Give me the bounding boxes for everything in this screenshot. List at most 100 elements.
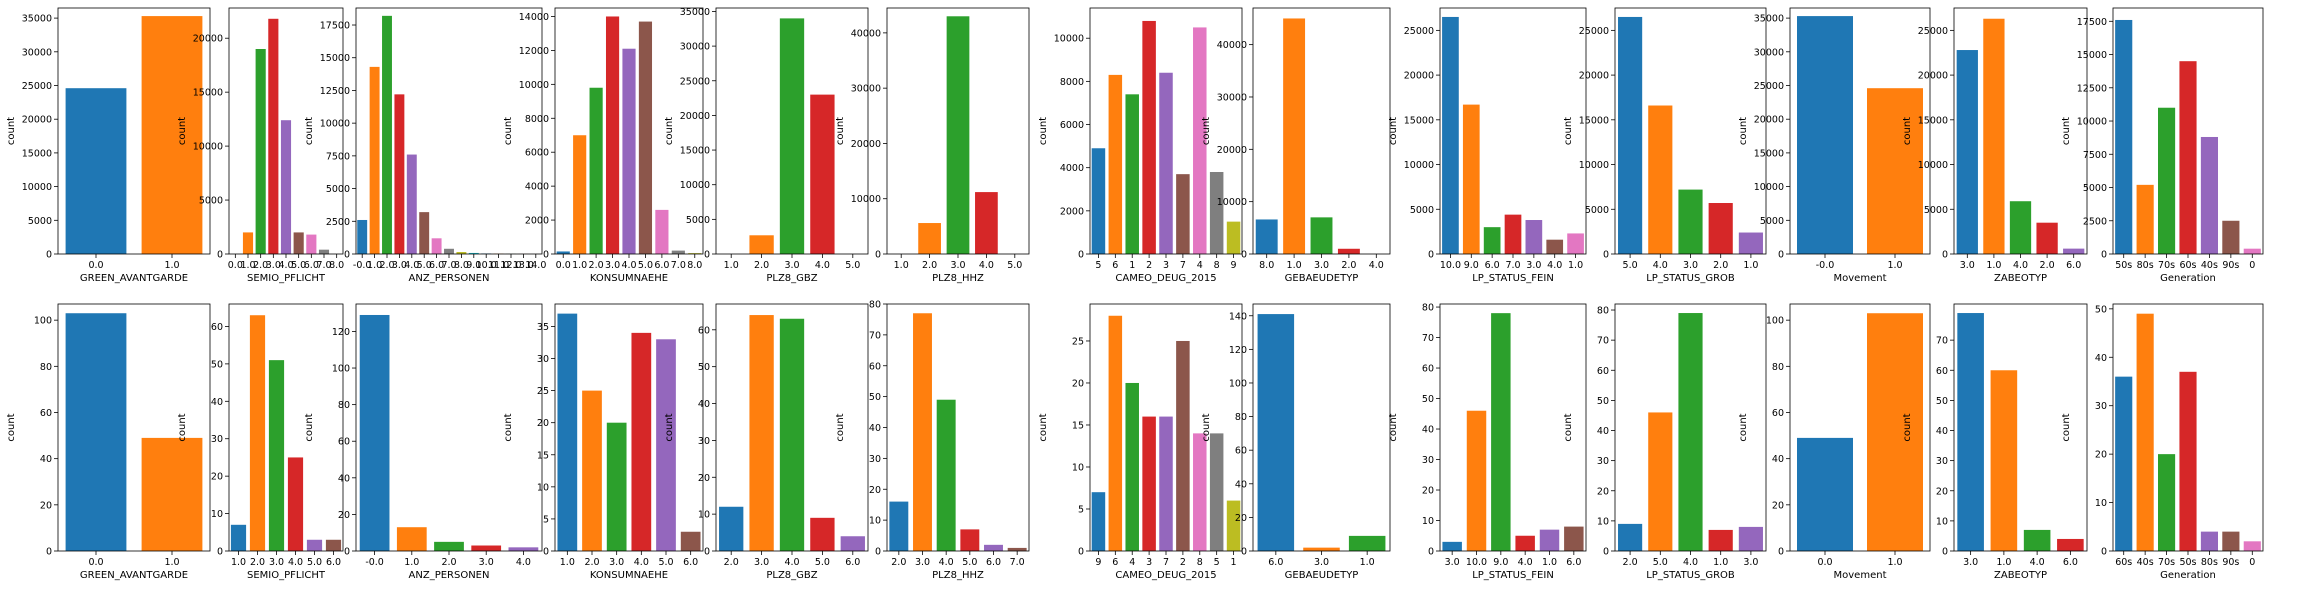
- y-tick-label: 25: [537, 386, 549, 397]
- subplot-lp-status-grob-2: 0 10 20 30 40 50 60 70 80 2.0 5.0 4.0 1.0 3.0 LP_STATU…: [1563, 303, 1767, 581]
- subplot-movement-1: 0 5000 10000 15000 20000 25000 30000 35000 -0.0 1…: [1738, 7, 1931, 284]
- y-tick-label: 10: [1936, 516, 1948, 527]
- y-tick-label: 5000: [326, 184, 350, 195]
- x-tick-label: 0: [2249, 557, 2255, 568]
- bar-semio-pflicht-3: [268, 18, 279, 254]
- axes-frame: [554, 303, 704, 552]
- axes-frame: [57, 303, 211, 552]
- x-tick-label: 13.0: [513, 260, 534, 271]
- bar-lp-status-grob-1: [1648, 105, 1673, 254]
- x-tick-label: 40s: [2137, 557, 2154, 568]
- x-tick-label: 3.0: [950, 260, 965, 271]
- x-tick-label: 3.0: [1960, 260, 1975, 271]
- bar-zabeotyp-4: [2063, 248, 2085, 254]
- bar-plz8-hhz-3: [960, 529, 980, 551]
- bar-anz-personen-3: [394, 94, 405, 254]
- y-axis-label: count: [304, 117, 315, 145]
- y-tick-label: 10000: [1754, 182, 1784, 193]
- y-tick-label: 30000: [22, 47, 52, 58]
- bar-lp-status-fein-0: [1442, 541, 1462, 551]
- y-tick-label: 20000: [1579, 71, 1609, 82]
- bar-zabeotyp-2: [2023, 529, 2051, 551]
- y-tick-label: 15: [1072, 420, 1084, 431]
- x-tick-label: 9.0: [1493, 557, 1508, 568]
- bar-konsumnaehe-7: [671, 250, 685, 254]
- x-tick-label: 3.0: [1683, 260, 1698, 271]
- x-tick-label: 7: [1163, 557, 1169, 568]
- y-tick-label: 0: [875, 250, 881, 261]
- x-tick-label: 6.0: [683, 557, 698, 568]
- x-tick-label: 4.0: [1653, 260, 1668, 271]
- y-axis-label: count: [1038, 117, 1049, 145]
- y-tick-label: 100: [1229, 378, 1247, 389]
- x-tick-label: 3.0: [1314, 557, 1329, 568]
- y-tick-label: 30000: [1754, 47, 1784, 58]
- bar-zabeotyp-3: [2036, 222, 2058, 254]
- x-tick-label: 6.0: [986, 557, 1001, 568]
- x-tick-label: 2: [1146, 260, 1152, 271]
- x-axis-label: ANZ_PERSONEN: [409, 273, 490, 284]
- y-tick-label: 2000: [1060, 206, 1084, 217]
- y-tick-label: 15000: [1918, 115, 1948, 126]
- x-tick-label: 2.0: [891, 557, 906, 568]
- bar-anz-personen-7: [444, 248, 454, 254]
- y-tick-label: 60: [1597, 366, 1609, 377]
- x-tick-label: 8: [1214, 260, 1220, 271]
- y-tick-label: 100: [1766, 316, 1784, 327]
- x-axis-label: ANZ_PERSONEN: [409, 570, 490, 581]
- x-tick-label: 4.0: [2030, 557, 2045, 568]
- x-axis-label: KONSUMNAEHE: [590, 273, 668, 284]
- y-tick-label: 40: [338, 473, 350, 484]
- x-tick-label: 9: [1095, 557, 1101, 568]
- y-axis-label: count: [2061, 413, 2072, 441]
- bar-cameo-deug-2015-4: [1159, 72, 1173, 255]
- y-tick-label: 60: [1772, 408, 1784, 419]
- bar-generation-6: [2243, 541, 2261, 551]
- x-tick-label: 50s: [2115, 260, 2132, 271]
- y-tick-label: 0: [543, 250, 549, 261]
- bar-cameo-deug-2015-3: [1142, 20, 1156, 255]
- x-axis-label: LP_STATUS_FEIN: [1472, 273, 1554, 284]
- subplot-konsumnaehe-1: 0 2000 4000 6000 8000 10000 12000 14000 0.0 1.0 2.…: [503, 7, 704, 284]
- y-axis-label: count: [1388, 117, 1399, 145]
- bar-lp-status-grob-3: [1708, 529, 1733, 551]
- x-tick-label: 1.0: [1986, 260, 2001, 271]
- bar-lp-status-fein-3: [1504, 214, 1522, 254]
- y-tick-label: 20: [537, 418, 549, 429]
- bar-generation-2: [2158, 107, 2176, 254]
- y-tick-label: 30000: [680, 42, 710, 53]
- bar-semio-pflicht-4: [306, 539, 323, 551]
- bar-gebaeudetyp-1: [1303, 547, 1340, 551]
- x-tick-label: 1.0: [231, 557, 246, 568]
- subplot-green-avantgarde-1: 0 5000 10000 15000 20000 25000 30000 35000 0.0 1.…: [6, 7, 211, 284]
- bar-cameo-deug-2015-0: [1091, 148, 1106, 254]
- y-tick-label: 40: [1422, 425, 1434, 436]
- x-tick-label: 3.0: [479, 557, 494, 568]
- y-tick-label: 40: [1772, 454, 1784, 465]
- y-tick-label: 80: [1772, 362, 1784, 373]
- y-tick-label: 25000: [1754, 81, 1784, 92]
- y-tick-label: 40: [869, 423, 881, 434]
- y-tick-label: 20: [1772, 500, 1784, 511]
- x-tick-label: 3.0: [1963, 557, 1978, 568]
- bar-green-avantgarde-0: [65, 313, 127, 551]
- x-tick-label: 4.0: [1547, 260, 1562, 271]
- y-tick-label: 30: [698, 436, 710, 447]
- bar-konsumnaehe-0: [557, 313, 578, 551]
- x-tick-label: 70s: [2158, 557, 2175, 568]
- x-tick-label: 0.0: [1817, 557, 1832, 568]
- x-axis-label: ZABEOTYP: [1994, 273, 2047, 284]
- y-tick-label: 70: [1422, 333, 1434, 344]
- x-tick-label: 0.0: [228, 260, 243, 271]
- y-tick-label: 20000: [22, 115, 52, 126]
- x-axis-label: GEBAEUDETYP: [1285, 570, 1359, 581]
- subplot-plz8-gbz-2: 0 10 20 30 40 50 60 2.0 3.0 4.0 5.0 6.0 PLZ8_GBZ coun…: [664, 303, 869, 581]
- y-tick-label: 10: [537, 482, 549, 493]
- bar-green-avantgarde-0: [65, 88, 127, 254]
- x-tick-label: 1.0: [1287, 260, 1302, 271]
- y-tick-label: 20: [2095, 450, 2107, 461]
- subplot-plz8-gbz-1: 0 5000 10000 15000 20000 25000 30000 35000 1.0 2.…: [664, 7, 869, 284]
- x-tick-label: 4.0: [2013, 260, 2028, 271]
- x-tick-label: 50s: [2179, 557, 2196, 568]
